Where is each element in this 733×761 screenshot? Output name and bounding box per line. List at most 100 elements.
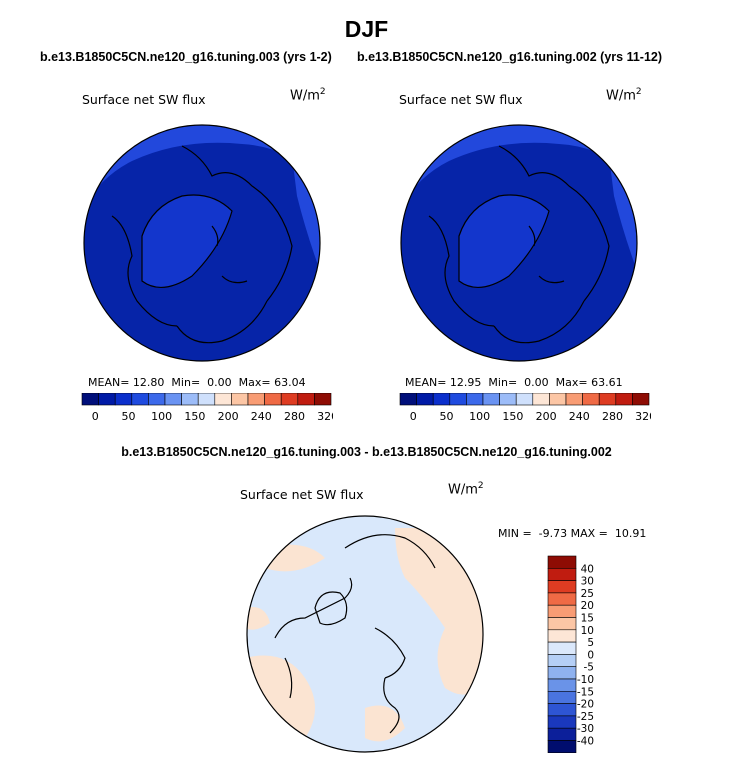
panel-b-stats: MEAN= 12.95 Min= 0.00 Max= 63.61 xyxy=(405,376,623,389)
panel-b-variable: Surface net SW flux xyxy=(399,92,523,107)
panel-b-coastlines xyxy=(428,145,610,344)
case-b-title: b.e13.B1850C5CN.ne120_g16.tuning.002 (yr… xyxy=(357,50,663,64)
diff-colorbar-tick-label: -5 xyxy=(584,662,594,674)
colorbar-cell xyxy=(582,393,600,406)
diff-colorbar-tick-label: 20 xyxy=(581,600,594,612)
diff-colorbar-cell xyxy=(547,691,577,704)
colorbar-cell xyxy=(432,393,451,406)
diff-colorbar-tick-label: 40 xyxy=(581,563,594,575)
colorbar-cell xyxy=(314,393,332,406)
colorbar-cell xyxy=(214,393,232,406)
diff-colorbar-tick-label: -20 xyxy=(577,699,594,711)
diff-colorbar-tick-label: 25 xyxy=(581,588,594,600)
colorbar-cell xyxy=(482,393,500,406)
diff-colorbar-cell xyxy=(547,666,577,680)
panel-b-map xyxy=(400,124,638,362)
panel-a-units: W/m2 xyxy=(290,87,326,104)
colorbar-cell xyxy=(197,393,216,406)
colorbar-cell xyxy=(499,393,517,406)
diff-colorbar-cell xyxy=(547,580,577,594)
colorbar-cell xyxy=(297,393,315,406)
diff-colorbar-cell xyxy=(547,715,577,729)
colorbar-cell xyxy=(280,393,299,406)
diff-colorbar-tick-label: 5 xyxy=(587,637,594,649)
colorbar-cell xyxy=(114,393,133,406)
colorbar-tick-label: 320 xyxy=(317,410,333,423)
diff-case-title: b.e13.B1850C5CN.ne120_g16.tuning.003 - b… xyxy=(121,445,612,459)
panel-a-variable: Surface net SW flux xyxy=(82,92,206,107)
diff-colorbar-cell xyxy=(547,592,577,606)
diff-colorbar-cell xyxy=(547,654,577,668)
colorbar-cell xyxy=(264,393,282,406)
diff-colorbar-tick-label: -30 xyxy=(577,723,594,735)
colorbar-tick-label: 50 xyxy=(121,410,135,423)
colorbar-cell xyxy=(399,393,417,406)
colorbar-tick-label: 240 xyxy=(569,410,590,423)
colorbar-cell xyxy=(181,393,199,406)
colorbar-cell xyxy=(81,393,99,406)
diff-colorbar-cell xyxy=(547,727,577,741)
diff-colorbar-cell xyxy=(547,740,577,753)
colorbar-tick-label: 0 xyxy=(410,410,417,423)
diff-colorbar-tick-label: -10 xyxy=(577,674,594,686)
colorbar-cell xyxy=(247,393,265,406)
panel-a-colorbar: 0 50 100 150 200 240 280 320 xyxy=(81,393,333,423)
diff-colorbar-cell xyxy=(547,641,577,655)
colorbar-tick-label: 150 xyxy=(502,410,523,423)
diff-map xyxy=(246,515,484,753)
colorbar-cell xyxy=(549,393,567,406)
diff-colorbar-tick-label: 15 xyxy=(581,613,594,625)
panel-a-stats: MEAN= 12.80 Min= 0.00 Max= 63.04 xyxy=(88,376,306,389)
colorbar-cell xyxy=(449,393,467,406)
colorbar-tick-label: 50 xyxy=(439,410,453,423)
diff-positive-region xyxy=(395,528,483,695)
colorbar-cell xyxy=(416,393,434,406)
colorbar-tick-label: 320 xyxy=(635,410,651,423)
colorbar-tick-label: 280 xyxy=(602,410,623,423)
colorbar-cell xyxy=(615,393,633,406)
colorbar-cell xyxy=(98,393,116,406)
diff-colorbar-tick-label: 0 xyxy=(587,649,594,661)
colorbar-tick-label: 200 xyxy=(218,410,239,423)
diff-minmax: MIN = -9.73 MAX = 10.91 xyxy=(498,527,647,540)
colorbar-cell xyxy=(148,393,166,406)
colorbar-tick-label: 100 xyxy=(151,410,172,423)
colorbar-cell xyxy=(515,393,534,406)
diff-colorbar-tick-label: -15 xyxy=(577,686,594,698)
colorbar-cell xyxy=(598,393,617,406)
diff-variable: Surface net SW flux xyxy=(240,487,364,502)
diff-colorbar-tick-label: 10 xyxy=(581,625,594,637)
colorbar-cell xyxy=(565,393,583,406)
diff-colorbar-tick-label: -40 xyxy=(577,736,594,748)
colorbar-tick-label: 100 xyxy=(469,410,490,423)
diff-colorbar-cell xyxy=(547,678,577,692)
diff-colorbar-cell xyxy=(547,555,577,569)
diff-units: W/m2 xyxy=(448,481,484,498)
panel-b-greenland xyxy=(459,195,549,288)
diff-colorbar-cell xyxy=(547,568,577,581)
diff-colorbar-cell xyxy=(547,604,577,618)
panel-b-units: W/m2 xyxy=(606,87,642,104)
colorbar-cell xyxy=(532,393,550,406)
diff-colorbar-cell xyxy=(547,703,577,717)
colorbar-tick-label: 240 xyxy=(251,410,272,423)
panel-a-greenland xyxy=(142,195,232,288)
colorbar-cell xyxy=(164,393,182,406)
diff-colorbar-cell xyxy=(547,617,577,631)
diff-colorbar-tick-label: 30 xyxy=(581,576,594,588)
diff-colorbar-tick-label: -25 xyxy=(577,711,594,723)
panel-a-map xyxy=(83,124,321,362)
colorbar-tick-label: 280 xyxy=(284,410,305,423)
colorbar-tick-label: 200 xyxy=(536,410,557,423)
diff-colorbar-cell xyxy=(547,629,577,643)
panel-b-colorbar: 0 50 100 150 200 240 280 320 xyxy=(399,393,651,423)
colorbar-cell xyxy=(231,393,249,406)
colorbar-tick-label: 150 xyxy=(184,410,205,423)
season-title: DJF xyxy=(344,16,389,42)
panel-a-coastlines xyxy=(111,145,293,344)
colorbar-cell xyxy=(466,393,484,406)
colorbar-cell xyxy=(131,393,149,406)
diff-coastlines xyxy=(274,534,436,734)
case-a-title: b.e13.B1850C5CN.ne120_g16.tuning.003 (yr… xyxy=(40,50,332,64)
